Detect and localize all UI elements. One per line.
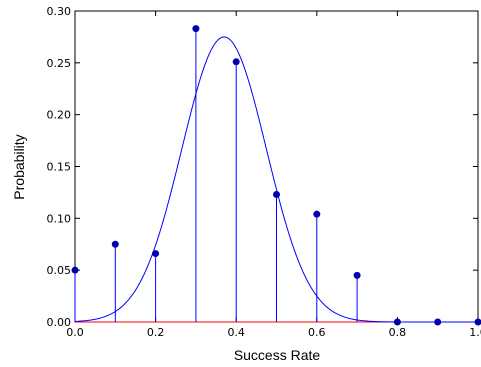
stem-marker <box>474 318 481 326</box>
x-tick-label: 0.0 <box>66 326 84 339</box>
y-tick-label: 0.00 <box>47 316 72 329</box>
stem-marker <box>313 210 321 218</box>
x-tick-label: 1.0 <box>469 326 481 339</box>
y-tick-label: 0.15 <box>47 161 72 174</box>
stem-marker <box>353 271 361 279</box>
stem-marker <box>152 250 160 258</box>
stem-marker <box>273 190 280 198</box>
stem-marker <box>71 266 79 274</box>
x-axis-title: Success Rate <box>234 347 321 363</box>
y-tick-label: 0.30 <box>47 5 72 18</box>
stem-marker <box>434 318 442 326</box>
y-tick-label: 0.25 <box>47 57 72 70</box>
x-tick-label: 0.6 <box>308 326 326 339</box>
plot-area: 0.0 0.2 0.4 0.6 0.8 1.0 0.00 0.05 0.10 0.15 0.20 0.… <box>47 5 481 339</box>
x-tick-label: 0.2 <box>147 326 165 339</box>
density-curve <box>74 36 478 323</box>
y-tick-label: 0.10 <box>47 212 72 225</box>
x-tick-label: 0.8 <box>389 326 407 339</box>
stem-marker <box>111 240 119 248</box>
y-axis-title: Probability <box>11 134 27 199</box>
stem-marker <box>192 25 200 33</box>
x-tick-label: 0.4 <box>227 326 245 339</box>
y-tick-label: 0.20 <box>47 109 72 122</box>
stem-marker <box>232 58 240 66</box>
y-tick-label: 0.05 <box>47 264 72 277</box>
stem-marker <box>393 318 401 326</box>
